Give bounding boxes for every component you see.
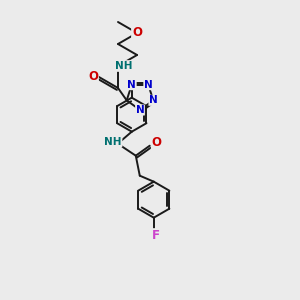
Text: N: N <box>144 80 153 90</box>
Text: O: O <box>152 136 162 149</box>
Text: NH: NH <box>104 137 122 147</box>
Text: N: N <box>149 95 158 105</box>
Text: F: F <box>152 229 160 242</box>
Text: O: O <box>132 26 142 40</box>
Text: NH: NH <box>115 61 133 71</box>
Text: N: N <box>128 80 136 90</box>
Text: O: O <box>88 70 98 83</box>
Text: N: N <box>136 105 144 115</box>
